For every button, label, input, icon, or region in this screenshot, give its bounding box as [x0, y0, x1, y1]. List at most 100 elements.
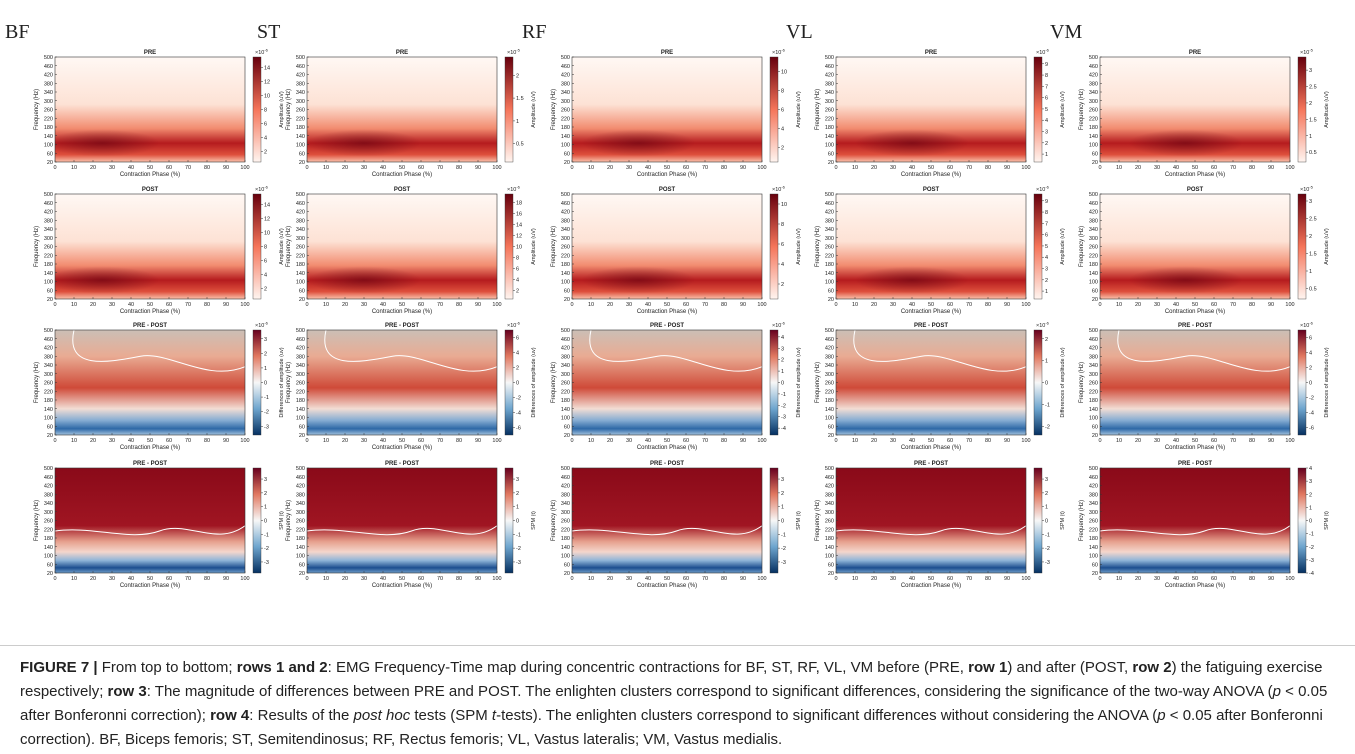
- y-tick-label: 20: [299, 160, 305, 166]
- y-tick-label: 220: [1089, 527, 1098, 533]
- x-axis-label: Contraction Phase (%): [372, 172, 432, 178]
- caption-run: ) the fatiguing exercise respectively;: [20, 659, 1323, 700]
- colorbar-tick-label: 4: [1309, 351, 1312, 357]
- y-tick-label: 460: [561, 64, 570, 70]
- x-tick-label: 60: [418, 438, 424, 444]
- y-tick-label: 420: [825, 73, 834, 79]
- x-tick-label: 0: [834, 165, 837, 171]
- x-tick-label: 70: [702, 576, 708, 582]
- colorbar-tick-label: 2: [1309, 366, 1312, 372]
- x-tick-label: 0: [305, 438, 308, 444]
- heatmap-core: [55, 266, 160, 294]
- x-tick-label: 0: [53, 165, 56, 171]
- x-tick-label: 60: [166, 165, 172, 171]
- y-tick-label: 460: [296, 201, 305, 207]
- x-tick-label: 30: [1154, 438, 1160, 444]
- panel: POST 0 10 20 30 40 50 60 70 80 90 100 20 60 100 140 180 2…: [286, 185, 537, 316]
- y-tick-label: 60: [1092, 288, 1098, 294]
- exponent-base: ×10: [1300, 323, 1309, 329]
- colorbar-tick-label: 1: [516, 119, 519, 125]
- colorbar-tick-label: 1.5: [1309, 117, 1317, 123]
- exponent-power: -6: [781, 48, 785, 53]
- y-tick-label: 20: [299, 571, 305, 577]
- x-axis-label: Contraction Phase (%): [120, 583, 180, 589]
- y-tick-label: 460: [561, 337, 570, 343]
- colorbar-tick-label: -4: [781, 426, 786, 432]
- y-tick-label: 380: [825, 81, 834, 87]
- y-tick-label: 500: [1089, 192, 1098, 198]
- y-tick-label: 500: [825, 466, 834, 472]
- y-tick-label: 380: [44, 218, 53, 224]
- x-tick-label: 80: [204, 438, 210, 444]
- colorbar-tick-label: 2: [781, 491, 784, 497]
- x-axis-label: Contraction Phase (%): [120, 172, 180, 178]
- x-tick-label: 90: [1004, 576, 1010, 582]
- x-tick-label: 70: [185, 302, 191, 308]
- cluster-outline: [589, 330, 762, 372]
- x-axis-label: Contraction Phase (%): [372, 445, 432, 451]
- colorbar-exponent: ×10-6: [772, 48, 786, 57]
- x-tick-label: 100: [1285, 165, 1294, 171]
- y-tick-label: 300: [44, 372, 53, 378]
- colorbar-tick-label: -3: [1045, 560, 1050, 566]
- colorbar: [1033, 329, 1043, 436]
- y-tick-label: 140: [44, 271, 53, 277]
- y-tick-label: 340: [1089, 90, 1098, 96]
- y-tick-label: 500: [44, 328, 53, 334]
- y-tick-label: 420: [1089, 210, 1098, 216]
- x-tick-label: 60: [683, 576, 689, 582]
- y-tick-label: 60: [47, 288, 53, 294]
- x-axis-label: Contraction Phase (%): [1165, 445, 1225, 451]
- colorbar-tick-label: 9: [1045, 62, 1048, 68]
- x-tick-label: 20: [607, 302, 613, 308]
- y-tick-label: 180: [44, 398, 53, 404]
- y-tick-label: 220: [1089, 253, 1098, 259]
- colorbar-exponent: ×10-6: [772, 321, 786, 330]
- exponent-base: ×10: [507, 323, 516, 329]
- exponent-power: -6: [264, 185, 268, 190]
- exponent-base: ×10: [507, 50, 516, 56]
- colorbar-tick-label: 0: [516, 519, 519, 525]
- colorbar: [504, 193, 514, 300]
- colorbar-tick-label: 1: [1309, 269, 1312, 275]
- x-tick-label: 80: [456, 302, 462, 308]
- colorbar-tick-label: 3: [1309, 199, 1312, 205]
- colorbar-tick-label: 5: [1045, 107, 1048, 113]
- cluster-outline: [307, 525, 497, 536]
- y-tick-label: 300: [296, 236, 305, 242]
- panel-title: PRE: [396, 50, 408, 56]
- colorbar-tick-label: 4: [264, 136, 267, 142]
- x-tick-label: 10: [71, 302, 77, 308]
- colorbar-tick-label: -3: [264, 560, 269, 566]
- x-tick-label: 30: [361, 165, 367, 171]
- colorbar-tick-label: 3: [1309, 68, 1312, 74]
- y-tick-label: 260: [44, 519, 53, 525]
- x-tick-label: 20: [607, 438, 613, 444]
- x-tick-label: 100: [1285, 302, 1294, 308]
- heatmap: [307, 194, 497, 299]
- x-tick-label: 70: [966, 438, 972, 444]
- y-tick-label: 340: [561, 90, 570, 96]
- divider: [0, 645, 1355, 646]
- x-tick-label: 10: [1116, 576, 1122, 582]
- y-tick-label: 20: [299, 297, 305, 303]
- y-tick-label: 300: [825, 372, 834, 378]
- y-tick-label: 340: [561, 363, 570, 369]
- colorbar-tick-label: 6: [516, 336, 519, 342]
- y-axis-label: Frequency (Hz): [34, 89, 40, 130]
- y-tick-label: 340: [825, 227, 834, 233]
- colorbar-tick-label: 1: [1045, 289, 1048, 295]
- x-axis-label: Contraction Phase (%): [1165, 172, 1225, 178]
- colorbar-tick-label: 1: [1045, 505, 1048, 511]
- y-tick-label: 380: [825, 492, 834, 498]
- x-tick-label: 40: [645, 302, 651, 308]
- y-axis-label: Frequency (Hz): [1079, 362, 1085, 403]
- heatmap: [55, 57, 245, 162]
- y-tick-label: 60: [1092, 562, 1098, 568]
- y-tick-label: 100: [296, 416, 305, 422]
- x-tick-label: 0: [305, 302, 308, 308]
- x-axis-label: Contraction Phase (%): [901, 172, 961, 178]
- panel-title: PRE: [925, 50, 937, 56]
- y-tick-label: 340: [825, 363, 834, 369]
- x-tick-label: 20: [871, 302, 877, 308]
